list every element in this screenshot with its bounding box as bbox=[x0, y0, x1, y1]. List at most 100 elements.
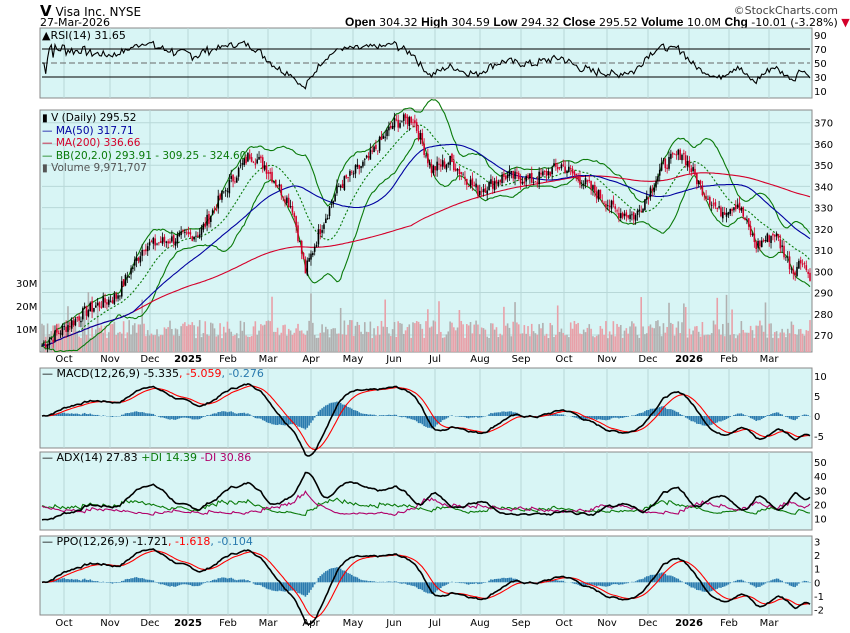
candle-body bbox=[484, 188, 487, 193]
candle-body bbox=[67, 325, 69, 332]
macd-histogram-bar bbox=[241, 412, 244, 416]
volume-bar bbox=[363, 322, 366, 352]
volume-bar bbox=[785, 337, 787, 352]
candle-body bbox=[671, 153, 674, 155]
candle-body bbox=[143, 250, 145, 252]
ppo-histogram-bar bbox=[269, 582, 271, 590]
volume-bar bbox=[161, 335, 164, 352]
ppo-histogram-bar bbox=[408, 582, 411, 585]
candle-body bbox=[631, 214, 633, 216]
candle-body bbox=[269, 171, 271, 174]
macd-histogram-bar bbox=[265, 416, 268, 423]
candle-body bbox=[69, 325, 71, 328]
macd-histogram-bar bbox=[491, 413, 494, 416]
volume-bar bbox=[517, 324, 520, 352]
ppo-histogram-bar bbox=[451, 581, 453, 583]
macd-tick-label: -5 bbox=[814, 432, 824, 443]
exchange: NYSE bbox=[109, 5, 142, 19]
ppo-histogram-bar bbox=[696, 582, 698, 590]
volume-bar bbox=[297, 323, 299, 352]
ppo-histogram-bar bbox=[694, 582, 696, 589]
ppo-histogram-bar bbox=[67, 579, 69, 583]
ppo-histogram-bar bbox=[273, 582, 275, 591]
ppo-histogram-bar bbox=[261, 582, 264, 587]
candle-body bbox=[692, 167, 694, 172]
volume-bar bbox=[96, 301, 99, 352]
volume-bar bbox=[339, 307, 342, 352]
macd-histogram-bar bbox=[458, 416, 461, 417]
volume-bar bbox=[289, 330, 292, 352]
ppo-histogram-bar bbox=[475, 582, 477, 584]
volume-bar bbox=[137, 324, 140, 352]
volume-bar bbox=[699, 336, 702, 352]
x-tick-label: Oct bbox=[555, 354, 572, 365]
volume-bar bbox=[516, 322, 518, 352]
candle-body bbox=[755, 241, 758, 250]
volume-bar bbox=[371, 338, 374, 352]
candle-body bbox=[380, 136, 383, 140]
x-tick-label: Nov bbox=[597, 618, 617, 629]
ppo-histogram-bar bbox=[562, 580, 565, 583]
volume-bar bbox=[402, 333, 405, 352]
volume-bar bbox=[683, 303, 685, 352]
candle-body bbox=[579, 177, 581, 185]
volume-bar bbox=[406, 327, 409, 352]
x-tick-label: Sep bbox=[512, 618, 531, 629]
candle-body bbox=[653, 187, 655, 193]
close-label: Close bbox=[562, 15, 596, 29]
volume-bar bbox=[256, 334, 258, 352]
volume-bar bbox=[98, 327, 101, 352]
volume-bar bbox=[547, 338, 550, 352]
volume-bar bbox=[306, 330, 309, 352]
ppo-histogram-bar bbox=[224, 577, 227, 583]
candle-body bbox=[670, 153, 672, 159]
macd-histogram-bar bbox=[623, 416, 626, 418]
macd-histogram-bar bbox=[714, 416, 717, 424]
ppo-histogram-bar bbox=[172, 582, 175, 587]
macd-histogram-bar bbox=[497, 412, 500, 416]
candle-body bbox=[510, 170, 513, 173]
ppo-histogram-bar bbox=[757, 582, 759, 587]
ppo-histogram-bar bbox=[293, 582, 296, 591]
ppo-histogram-bar bbox=[215, 579, 218, 583]
macd-histogram-bar bbox=[224, 411, 227, 416]
volume-bar bbox=[65, 336, 67, 352]
volume-bar bbox=[629, 326, 631, 352]
candle-body bbox=[197, 235, 199, 238]
macd-histogram-bar bbox=[649, 408, 652, 416]
volume-bar bbox=[595, 335, 598, 352]
ppo-histogram-bar bbox=[490, 579, 492, 583]
volume-bar bbox=[308, 320, 310, 352]
macd-histogram-bar bbox=[616, 416, 618, 418]
candle-body bbox=[391, 125, 394, 130]
macd-histogram-bar bbox=[323, 406, 325, 416]
ppo-histogram-bar bbox=[326, 570, 329, 583]
candle-body bbox=[625, 212, 628, 217]
candle-body bbox=[419, 133, 422, 140]
macd-histogram-bar bbox=[549, 414, 552, 416]
ppo-histogram-bar bbox=[323, 572, 325, 583]
macd-histogram-bar bbox=[621, 416, 624, 418]
macd-histogram-bar bbox=[660, 406, 663, 416]
volume-bar bbox=[668, 302, 670, 352]
ppo-histogram-bar bbox=[237, 579, 240, 583]
macd-histogram-bar bbox=[226, 412, 229, 416]
volume-bar bbox=[510, 336, 513, 352]
volume-bar bbox=[493, 329, 496, 352]
volume-bar bbox=[197, 326, 199, 352]
candle-body bbox=[636, 210, 639, 215]
volume-bar bbox=[245, 335, 247, 352]
macd-histogram-bar bbox=[562, 414, 565, 416]
candle-body bbox=[454, 168, 457, 172]
candle-body bbox=[486, 190, 489, 194]
ppo-histogram-bar bbox=[226, 578, 229, 583]
bb-lower bbox=[41, 137, 811, 353]
ppo-histogram-bar bbox=[642, 578, 644, 583]
macd-histogram-bar bbox=[467, 416, 470, 419]
candle-body bbox=[569, 168, 572, 170]
ppo-histogram-bar bbox=[601, 582, 604, 587]
ppo-histogram-bar bbox=[82, 579, 84, 583]
macd-histogram-bar bbox=[120, 414, 123, 416]
ppo-histogram-bar bbox=[213, 579, 216, 583]
candle-body bbox=[228, 180, 231, 194]
